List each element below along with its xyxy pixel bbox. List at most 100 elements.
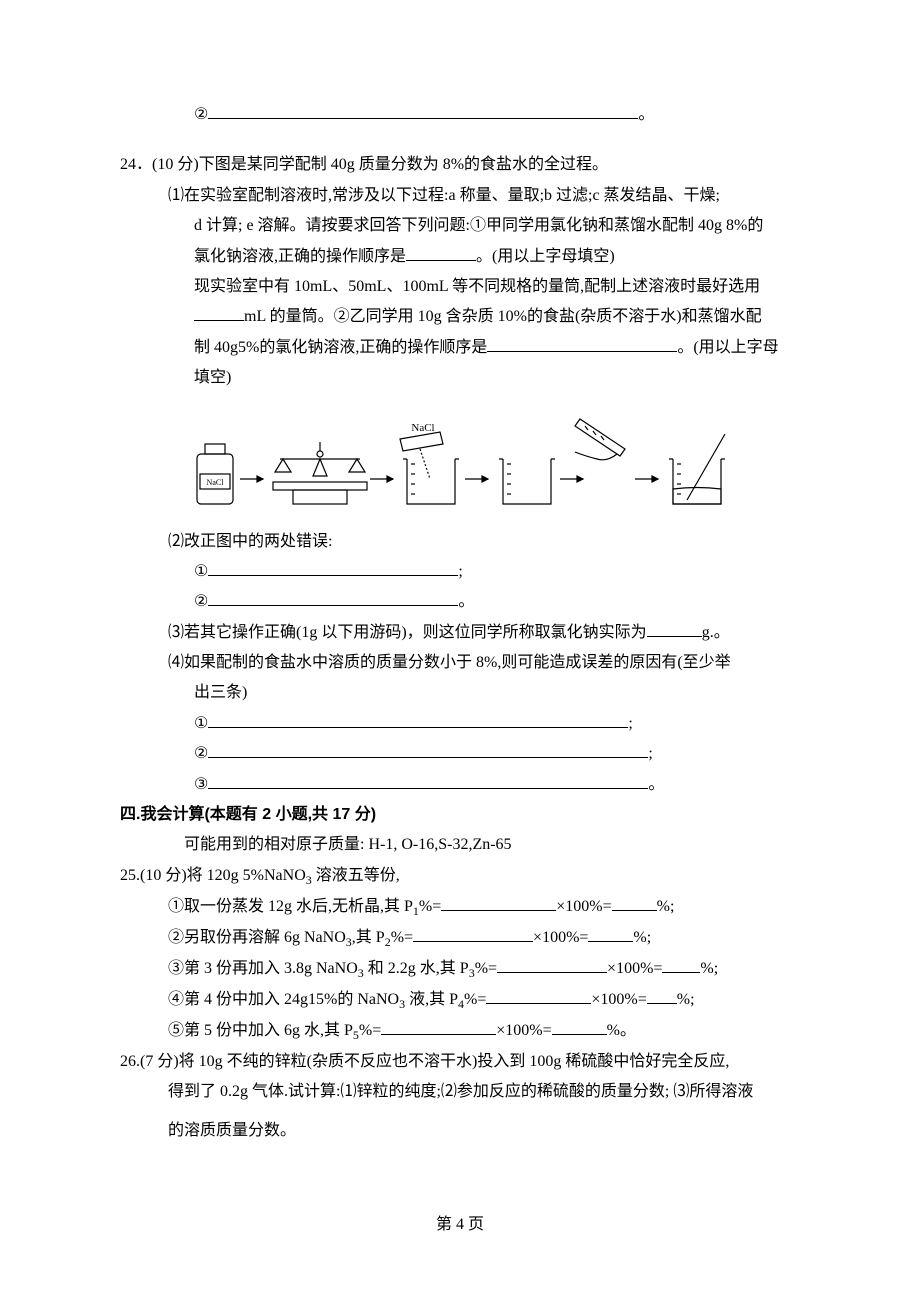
q24-p1-a: ⑴在实验室配制溶液时,常涉及以下过程:a 称量、量取;b 过滤;c 蒸发结晶、干… — [120, 181, 810, 211]
q26-l1: 26.(7 分)将 10g 不纯的锌粒(杂质不反应也不溶干水)投入到 100g … — [120, 1047, 810, 1077]
q24-p3: ⑶若其它操作正确(1g 以下用游码)，则这位同学所称取氯化钠实际为 g.。 — [120, 618, 810, 648]
q25-l3a: ③第 3 份再加入 3.8g NaNO — [168, 960, 358, 977]
q24-p3-num: ⑶ — [168, 624, 184, 641]
q24-p4-3: ③。 — [120, 770, 810, 800]
q23-blank — [208, 103, 638, 119]
q24-p2: ⑵改正图中的两处错误: — [120, 527, 810, 557]
q24-p1-e1-txt: mL 的量筒。②乙同学用 10g 含杂质 10%的食盐(杂质不溶于水)和蒸馏水配 — [244, 308, 762, 325]
q24-blank2 — [194, 305, 244, 321]
q25-points: (10 分) — [140, 867, 187, 884]
q24-svg: NaCl NaCl — [185, 404, 745, 519]
q24-blank-p3 — [647, 621, 702, 637]
q24-blank3 — [487, 336, 677, 352]
q25-l5: ⑤第 5 份中加入 6g 水,其 P5%=×100%=%。 — [120, 1016, 810, 1047]
q25-bl3b — [662, 957, 700, 973]
q24-p4-3-num: ③ — [194, 776, 208, 793]
q25-l4d: %; — [677, 991, 695, 1008]
q24-blank-p2-2 — [208, 590, 458, 606]
q25-l3c: ×100%= — [607, 960, 662, 977]
q26-l1-txt: 将 10g 不纯的锌粒(杂质不反应也不溶干水)投入到 100g 稀硫酸中恰好完全… — [179, 1053, 730, 1070]
page-footer: 第 4 页 — [0, 1210, 920, 1240]
q25-l2d: %; — [633, 929, 651, 946]
q24-p4-2: ②; — [120, 739, 810, 769]
q24-p4-1-num: ① — [194, 715, 208, 732]
q23-circle2: ②。 — [120, 100, 810, 130]
q25-l1d: %; — [657, 898, 675, 915]
section4-note: 可能用到的相对原子质量: H-1, O-16,S-32,Zn-65 — [120, 830, 810, 860]
q25-bl1b — [612, 895, 657, 911]
q25-l1a: ①取一份蒸发 12g 水后,无析晶,其 P — [168, 898, 413, 915]
q25-l3: ③第 3 份再加入 3.8g NaNO3 和 2.2g 水,其 P3%=×100… — [120, 954, 810, 985]
q24-p2-2: ②。 — [120, 587, 810, 617]
q24-p2-txt: 改正图中的两处错误: — [184, 533, 332, 550]
q25-bl1a — [441, 895, 556, 911]
q25-bl5b — [552, 1019, 607, 1035]
q24-p4a-txt: 如果配制的食盐水中溶质的质量分数小于 8%,则可能造成误差的原因有(至少举 — [184, 654, 731, 671]
q25-l4a2: 液,其 P — [405, 991, 458, 1008]
q24-p2-num: ⑵ — [168, 533, 184, 550]
q24-p1-e: mL 的量筒。②乙同学用 10g 含杂质 10%的食盐(杂质不溶于水)和蒸馏水配 — [120, 302, 810, 332]
q25-l2a: ②另取份再溶解 6g NaNO — [168, 929, 346, 946]
q25-l1b: %= — [419, 898, 441, 915]
q25-bl3a — [497, 957, 607, 973]
q24-p1-c-txt: 氯化钠溶液,正确的操作顺序是 — [194, 248, 406, 265]
q24-blank-p2-1 — [208, 560, 458, 576]
q26-l3: 的溶质质量分数。 — [120, 1116, 810, 1146]
q24-points: (10 分) — [152, 156, 199, 173]
nacl-label: NaCl — [411, 422, 434, 434]
q25-l5a: ⑤第 5 份中加入 6g 水,其 P — [168, 1022, 353, 1039]
q24-p1-num: ⑴ — [168, 187, 184, 204]
q24-p1-f2-txt: 。(用以上字母 — [677, 339, 778, 356]
q24-p1-b: d 计算; e 溶解。请按要求回答下列问题:①甲同学用氯化钠和蒸馏水配制 40g… — [120, 211, 810, 241]
q24-blank-p4-2 — [208, 742, 648, 758]
q25-l3b: %= — [475, 960, 497, 977]
q24-p3b: g.。 — [702, 624, 730, 641]
q25-intro2: 溶液五等份, — [312, 867, 400, 884]
q25-l5b: %= — [359, 1022, 381, 1039]
q24-p1-c: 氯化钠溶液,正确的操作顺序是 。(用以上字母填空) — [120, 242, 810, 272]
q24-p1-c2-txt: 。(用以上字母填空) — [476, 248, 615, 265]
q24-p1-a-txt: 在实验室配制溶液时,常涉及以下过程:a 称量、量取;b 过滤;c 蒸发结晶、干燥… — [184, 187, 720, 204]
section4-title: 四.我会计算(本题有 2 小题,共 17 分) — [120, 800, 810, 830]
q24-p1-g: 填空) — [120, 363, 810, 393]
q24-p1-f: 制 40g5%的氯化钠溶液,正确的操作顺序是 。(用以上字母 — [120, 333, 810, 363]
q24-p1-d: 现实验室中有 10mL、50mL、100mL 等不同规格的量筒,配制上述溶液时最… — [120, 272, 810, 302]
q24-p2-1-num: ① — [194, 563, 208, 580]
q25-bl4a — [486, 988, 591, 1004]
q25-l5c: ×100%= — [496, 1022, 551, 1039]
q25-l3a2: 和 2.2g 水,其 P — [364, 960, 469, 977]
q25-l1: ①取一份蒸发 12g 水后,无析晶,其 P1%=×100%=%; — [120, 892, 810, 923]
q24-p2-1: ①; — [120, 557, 810, 587]
q24-num: 24． — [120, 156, 152, 173]
q24-p4-2-num: ② — [194, 745, 208, 762]
q25-l5d: %。 — [607, 1022, 636, 1039]
q25-l4b: %= — [464, 991, 486, 1008]
q25-l2a2: ,其 P — [352, 929, 385, 946]
q25-intro: 将 120g 5%NaNO — [187, 867, 306, 884]
q24-p4b: 出三条) — [120, 678, 810, 708]
q24-p3a: 若其它操作正确(1g 以下用游码)，则这位同学所称取氯化钠实际为 — [184, 624, 647, 641]
q26-l2: 得到了 0.2g 气体.试计算:⑴锌粒的纯度;⑵参加反应的稀硫酸的质量分数; ⑶… — [120, 1077, 810, 1107]
q24-header: 24．(10 分)下图是某同学配制 40g 质量分数为 8%的食盐水的全过程。 — [120, 150, 810, 180]
q24-p4-1: ①; — [120, 709, 810, 739]
q24-p4-num: ⑷ — [168, 654, 184, 671]
q25-bl2b — [588, 926, 633, 942]
q25-header: 25.(10 分)将 120g 5%NaNO3 溶液五等份, — [120, 861, 810, 892]
q25-l2b: %= — [391, 929, 413, 946]
q24-blank-p4-3 — [208, 773, 648, 789]
jar-label: NaCl — [207, 478, 225, 487]
q25-l3d: %; — [700, 960, 718, 977]
q24-intro: 下图是某同学配制 40g 质量分数为 8%的食盐水的全过程。 — [199, 156, 608, 173]
q25-l2: ②另取份再溶解 6g NaNO3,其 P2%=×100%=%; — [120, 923, 810, 954]
q25-l4c: ×100%= — [591, 991, 646, 1008]
q25-l4: ④第 4 份中加入 24g15%的 NaNO3 液,其 P4%=×100%=%; — [120, 985, 810, 1016]
q26-num: 26. — [120, 1053, 140, 1070]
q24-blank-p4-1 — [208, 712, 628, 728]
q25-l1c: ×100%= — [556, 898, 611, 915]
q24-p2-2-num: ② — [194, 593, 208, 610]
q25-l2c: ×100%= — [533, 929, 588, 946]
q25-l4a: ④第 4 份中加入 24g15%的 NaNO — [168, 991, 399, 1008]
q25-bl5a — [381, 1019, 496, 1035]
q24-p1-f-txt: 制 40g5%的氯化钠溶液,正确的操作顺序是 — [194, 339, 487, 356]
q24-p4a: ⑷如果配制的食盐水中溶质的质量分数小于 8%,则可能造成误差的原因有(至少举 — [120, 648, 810, 678]
